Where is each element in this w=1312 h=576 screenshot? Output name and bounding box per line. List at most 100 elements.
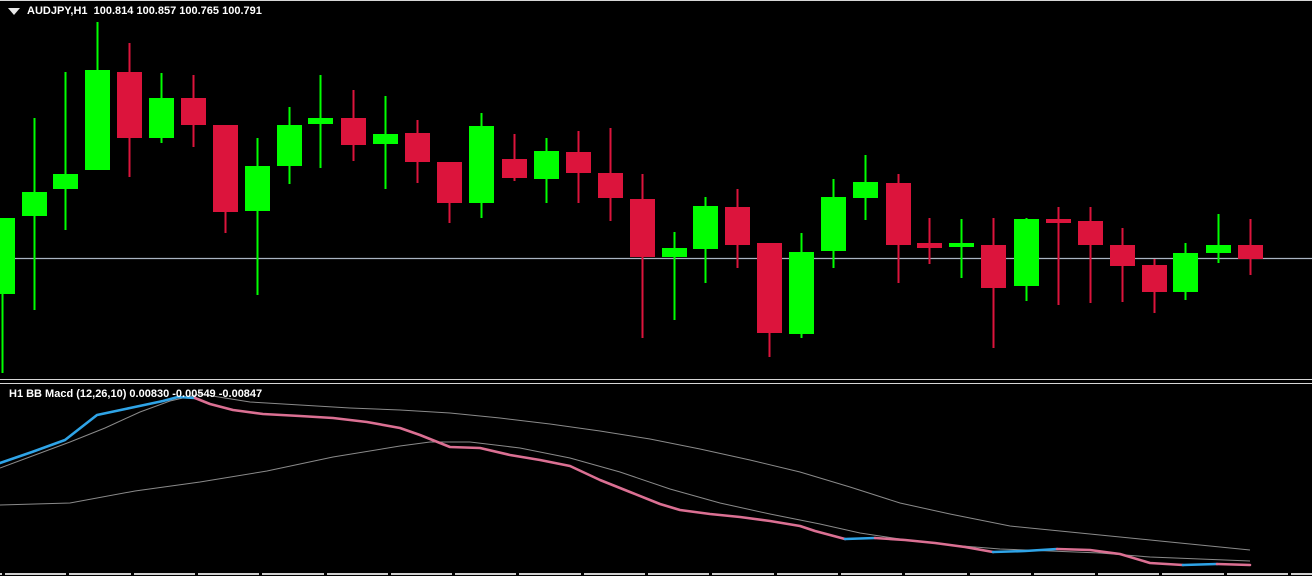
- candle-12: [341, 90, 366, 161]
- chevron-down-icon[interactable]: [8, 7, 20, 15]
- time-axis-tick: [773, 573, 777, 575]
- indicator-label: H1 BB Macd (12,26,10) 0.00830 -0.00549 -…: [9, 388, 263, 400]
- time-axis-tick: [516, 573, 520, 575]
- macd-line-up: [1181, 562, 1219, 567]
- candle-body: [117, 72, 142, 138]
- candle-10: [277, 107, 302, 184]
- candle-28: [853, 155, 878, 220]
- candle-body: [693, 206, 718, 249]
- candle-body: [85, 70, 110, 170]
- time-axis-tick: [452, 573, 456, 575]
- candle-16: [469, 113, 494, 218]
- candle-body: [437, 162, 462, 203]
- time-axis-tick: [2, 573, 5, 575]
- candle-33: [1014, 218, 1039, 301]
- candle-body: [821, 197, 846, 251]
- candle-31: [949, 219, 974, 278]
- macd-line-up: [843, 536, 877, 541]
- candle-body: [373, 134, 398, 144]
- macd-line-up: [0, 395, 197, 465]
- time-axis-tick: [1095, 573, 1099, 575]
- time-axis-tick: [1030, 573, 1034, 575]
- candle-body: [981, 245, 1006, 288]
- window-top-border: [0, 0, 1312, 1]
- candle-38: [1173, 243, 1198, 300]
- candle-29: [886, 174, 911, 283]
- candle-body: [22, 192, 47, 216]
- candle-body: [213, 125, 238, 212]
- candle-5: [117, 43, 142, 177]
- candle-15: [437, 162, 462, 223]
- time-axis-tick: [323, 573, 327, 575]
- candle-body: [502, 159, 527, 178]
- time-axis-tick: [66, 573, 70, 575]
- candle-body: [1142, 265, 1167, 292]
- candle-body: [1238, 245, 1263, 259]
- candle-body: [917, 243, 942, 248]
- time-axis-tick: [580, 573, 584, 575]
- candle-body: [245, 166, 270, 211]
- candle-17: [502, 134, 527, 181]
- candle-body: [789, 252, 814, 334]
- candle-7: [181, 75, 206, 147]
- candle-36: [1110, 228, 1135, 302]
- candle-20: [598, 128, 623, 221]
- candle-body: [469, 126, 494, 203]
- candle-3: [53, 72, 78, 230]
- time-axis-tick: [194, 573, 198, 575]
- candle-9: [245, 138, 270, 295]
- price-chart-panel[interactable]: [0, 0, 1312, 379]
- candle-25: [757, 243, 782, 357]
- time-axis[interactable]: [0, 573, 1312, 576]
- time-axis-tick: [259, 573, 263, 575]
- candle-body: [149, 98, 174, 138]
- candle-body: [534, 151, 559, 179]
- candle-19: [566, 131, 591, 203]
- candle-body: [405, 133, 430, 162]
- candle-27: [821, 179, 846, 268]
- candle-14: [405, 120, 430, 183]
- time-axis-tick: [902, 573, 906, 575]
- candle-39: [1206, 214, 1231, 263]
- candle-11: [308, 75, 333, 168]
- macd-line-down: [193, 396, 847, 541]
- time-axis-tick: [1223, 573, 1227, 575]
- bb-upper-band-line: [0, 393, 1251, 551]
- candle-body: [277, 125, 302, 166]
- candle-13: [373, 96, 398, 189]
- candle-body: [1206, 245, 1231, 253]
- time-axis-tick: [130, 573, 134, 575]
- candle-35: [1078, 207, 1103, 303]
- candle-body: [1014, 219, 1039, 286]
- candle-40: [1238, 219, 1263, 275]
- indicator-panel[interactable]: [0, 384, 1312, 573]
- candle-body: [341, 118, 366, 145]
- candle-body: [598, 173, 623, 198]
- time-axis-tick: [966, 573, 970, 575]
- candle-22: [662, 232, 687, 320]
- macd-line-down: [1215, 562, 1252, 567]
- candle-body: [308, 118, 333, 124]
- candle-4: [85, 22, 110, 170]
- time-axis-tick: [709, 573, 713, 575]
- candle-body: [949, 243, 974, 247]
- symbol-quote-text: AUDJPY,H1 100.814 100.857 100.765 100.79…: [27, 5, 262, 17]
- candle-32: [981, 218, 1006, 348]
- candle-body: [181, 98, 206, 125]
- bb-lower-band-line: [0, 441, 1251, 562]
- candle-body: [886, 183, 911, 245]
- candle-body: [1110, 245, 1135, 266]
- candle-body: [0, 218, 15, 294]
- candle-body: [53, 174, 78, 189]
- candle-23: [693, 197, 718, 283]
- panel-splitter[interactable]: [0, 379, 1312, 384]
- time-axis-tick: [387, 573, 391, 575]
- candle-24: [725, 189, 750, 268]
- candle-34: [1046, 207, 1071, 305]
- candle-30: [917, 218, 942, 264]
- time-axis-tick: [837, 573, 841, 575]
- time-axis-tick: [1159, 573, 1163, 575]
- candle-8: [213, 125, 238, 233]
- candle-1: [0, 218, 15, 373]
